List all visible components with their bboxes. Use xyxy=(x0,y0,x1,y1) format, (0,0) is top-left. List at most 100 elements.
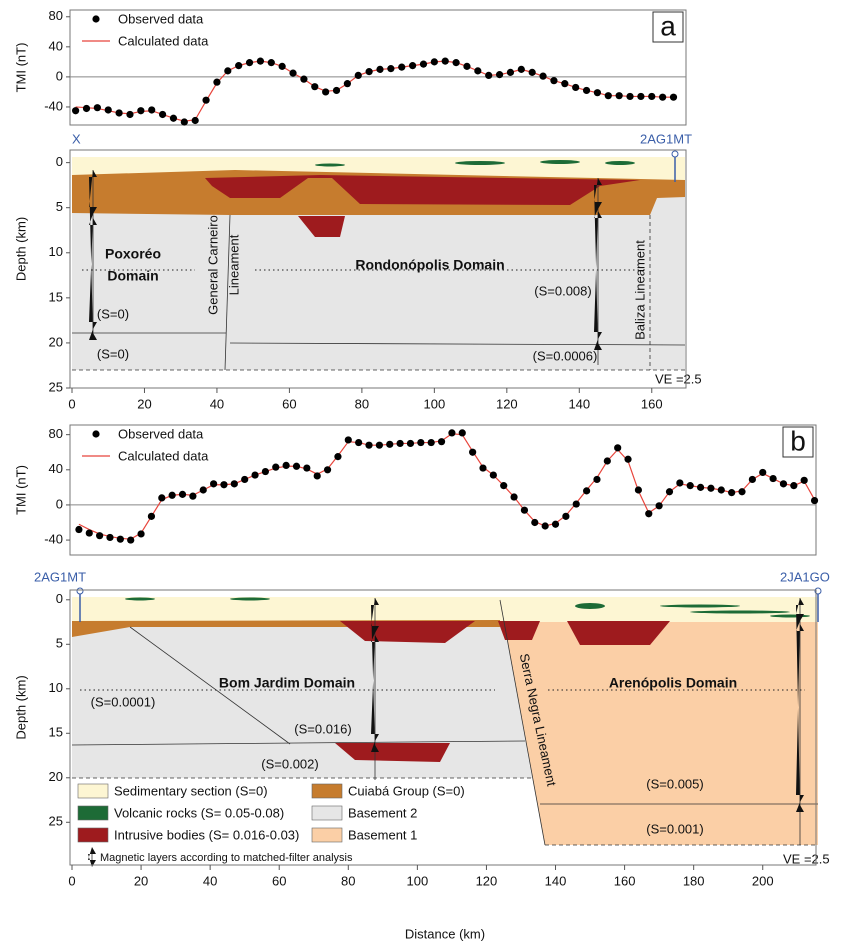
observed-point xyxy=(168,491,176,499)
observed-point xyxy=(115,109,123,117)
observed-point xyxy=(251,471,259,479)
lineament xyxy=(224,214,231,371)
volcanic-rock xyxy=(455,161,505,165)
y-tick-label: 10 xyxy=(49,680,63,695)
observed-point xyxy=(550,77,558,85)
panel-label: a xyxy=(660,10,676,41)
legend-label: Observed data xyxy=(118,11,204,26)
observed-point xyxy=(520,506,529,514)
observed-point xyxy=(311,83,319,91)
observed-point xyxy=(810,496,819,505)
observed-point xyxy=(561,80,569,88)
observed-point xyxy=(303,464,311,472)
plot-frame xyxy=(69,589,817,866)
observed-point xyxy=(365,441,373,449)
observed-point xyxy=(148,106,156,114)
plot-frame xyxy=(69,424,817,556)
observed-point xyxy=(603,457,611,465)
annotation: Arenópolis Domain xyxy=(609,675,737,691)
lineament xyxy=(499,599,546,846)
observed-point xyxy=(495,71,504,79)
x-tick-label: 20 xyxy=(137,396,151,411)
observed-point xyxy=(615,92,623,100)
y-tick-label: 40 xyxy=(49,461,63,476)
observed-point xyxy=(748,475,756,484)
observed-point xyxy=(437,438,446,446)
observed-point xyxy=(272,463,280,471)
panel-label: b xyxy=(790,425,806,456)
observed-point xyxy=(531,518,539,527)
annotation: Domain xyxy=(107,268,158,284)
observed-point xyxy=(759,468,767,477)
x-tick-label: 40 xyxy=(203,873,217,888)
annotation: 2AG1MT xyxy=(640,131,692,146)
observed-point xyxy=(648,92,656,101)
observed-point xyxy=(458,429,466,437)
observed-point xyxy=(448,429,456,437)
observed-point xyxy=(213,78,221,86)
observed-point xyxy=(169,114,178,122)
y-tick-label: 5 xyxy=(56,636,63,651)
observed-point xyxy=(469,448,477,456)
y-tick-label: 5 xyxy=(56,199,63,214)
intrusive-body xyxy=(335,743,450,762)
x-tick-label: 120 xyxy=(476,873,498,888)
observed-point xyxy=(541,522,549,530)
y-tick-label: 15 xyxy=(49,289,63,304)
observed-point xyxy=(500,482,508,490)
observed-point xyxy=(738,488,746,496)
x-tick-label: 80 xyxy=(341,873,355,888)
observed-point xyxy=(300,75,308,83)
volcanic-rock xyxy=(315,163,345,167)
observed-point xyxy=(528,68,536,76)
annotation: (S=0.002) xyxy=(261,756,318,771)
annotation: (S=0) xyxy=(97,306,129,321)
observed-point xyxy=(696,483,705,491)
annotation: Rondonópolis Domain xyxy=(355,257,504,273)
observed-point xyxy=(452,59,460,67)
volcanic-rock xyxy=(770,614,810,618)
observed-point xyxy=(158,110,167,119)
observed-point xyxy=(75,525,83,534)
observed-point xyxy=(430,58,438,66)
observed-point xyxy=(245,59,254,67)
observed-point xyxy=(220,481,228,489)
y-axis-title: TMI (nT) xyxy=(13,465,28,515)
observed-point xyxy=(676,479,684,487)
observed-point xyxy=(116,535,124,543)
observed-point xyxy=(355,438,363,447)
annotation: VE =2.5 xyxy=(655,371,702,386)
observed-point xyxy=(376,65,384,73)
observed-point xyxy=(191,116,199,125)
observed-point xyxy=(582,86,591,95)
observed-point xyxy=(72,107,80,115)
x-tick-label: 160 xyxy=(614,873,636,888)
observed-point xyxy=(396,439,404,448)
observed-point xyxy=(323,466,332,474)
legend-swatch xyxy=(311,827,343,843)
arrow-heads xyxy=(89,170,97,340)
observed-point xyxy=(510,493,518,501)
observed-point xyxy=(485,71,493,79)
x-tick-label: 60 xyxy=(272,873,286,888)
volcanic-rock xyxy=(125,597,155,601)
observed-point xyxy=(626,92,634,101)
legend-arrow-heads xyxy=(88,847,96,867)
observed-point xyxy=(427,438,435,447)
observed-point xyxy=(686,482,694,490)
layer-boundary xyxy=(71,740,526,746)
observed-point xyxy=(85,529,93,537)
observed-point xyxy=(278,62,286,70)
observed-point xyxy=(659,93,667,101)
arrow-heads xyxy=(594,178,602,350)
observed-point xyxy=(241,475,249,484)
observed-point xyxy=(634,486,643,494)
y-tick-label: 0 xyxy=(56,154,63,169)
y-tick-label: 40 xyxy=(49,38,63,53)
observed-point xyxy=(127,536,135,544)
volcanic-rock xyxy=(660,604,740,608)
x-tick-label: 140 xyxy=(545,873,567,888)
observed-point xyxy=(655,502,663,510)
observed-point xyxy=(517,65,525,73)
